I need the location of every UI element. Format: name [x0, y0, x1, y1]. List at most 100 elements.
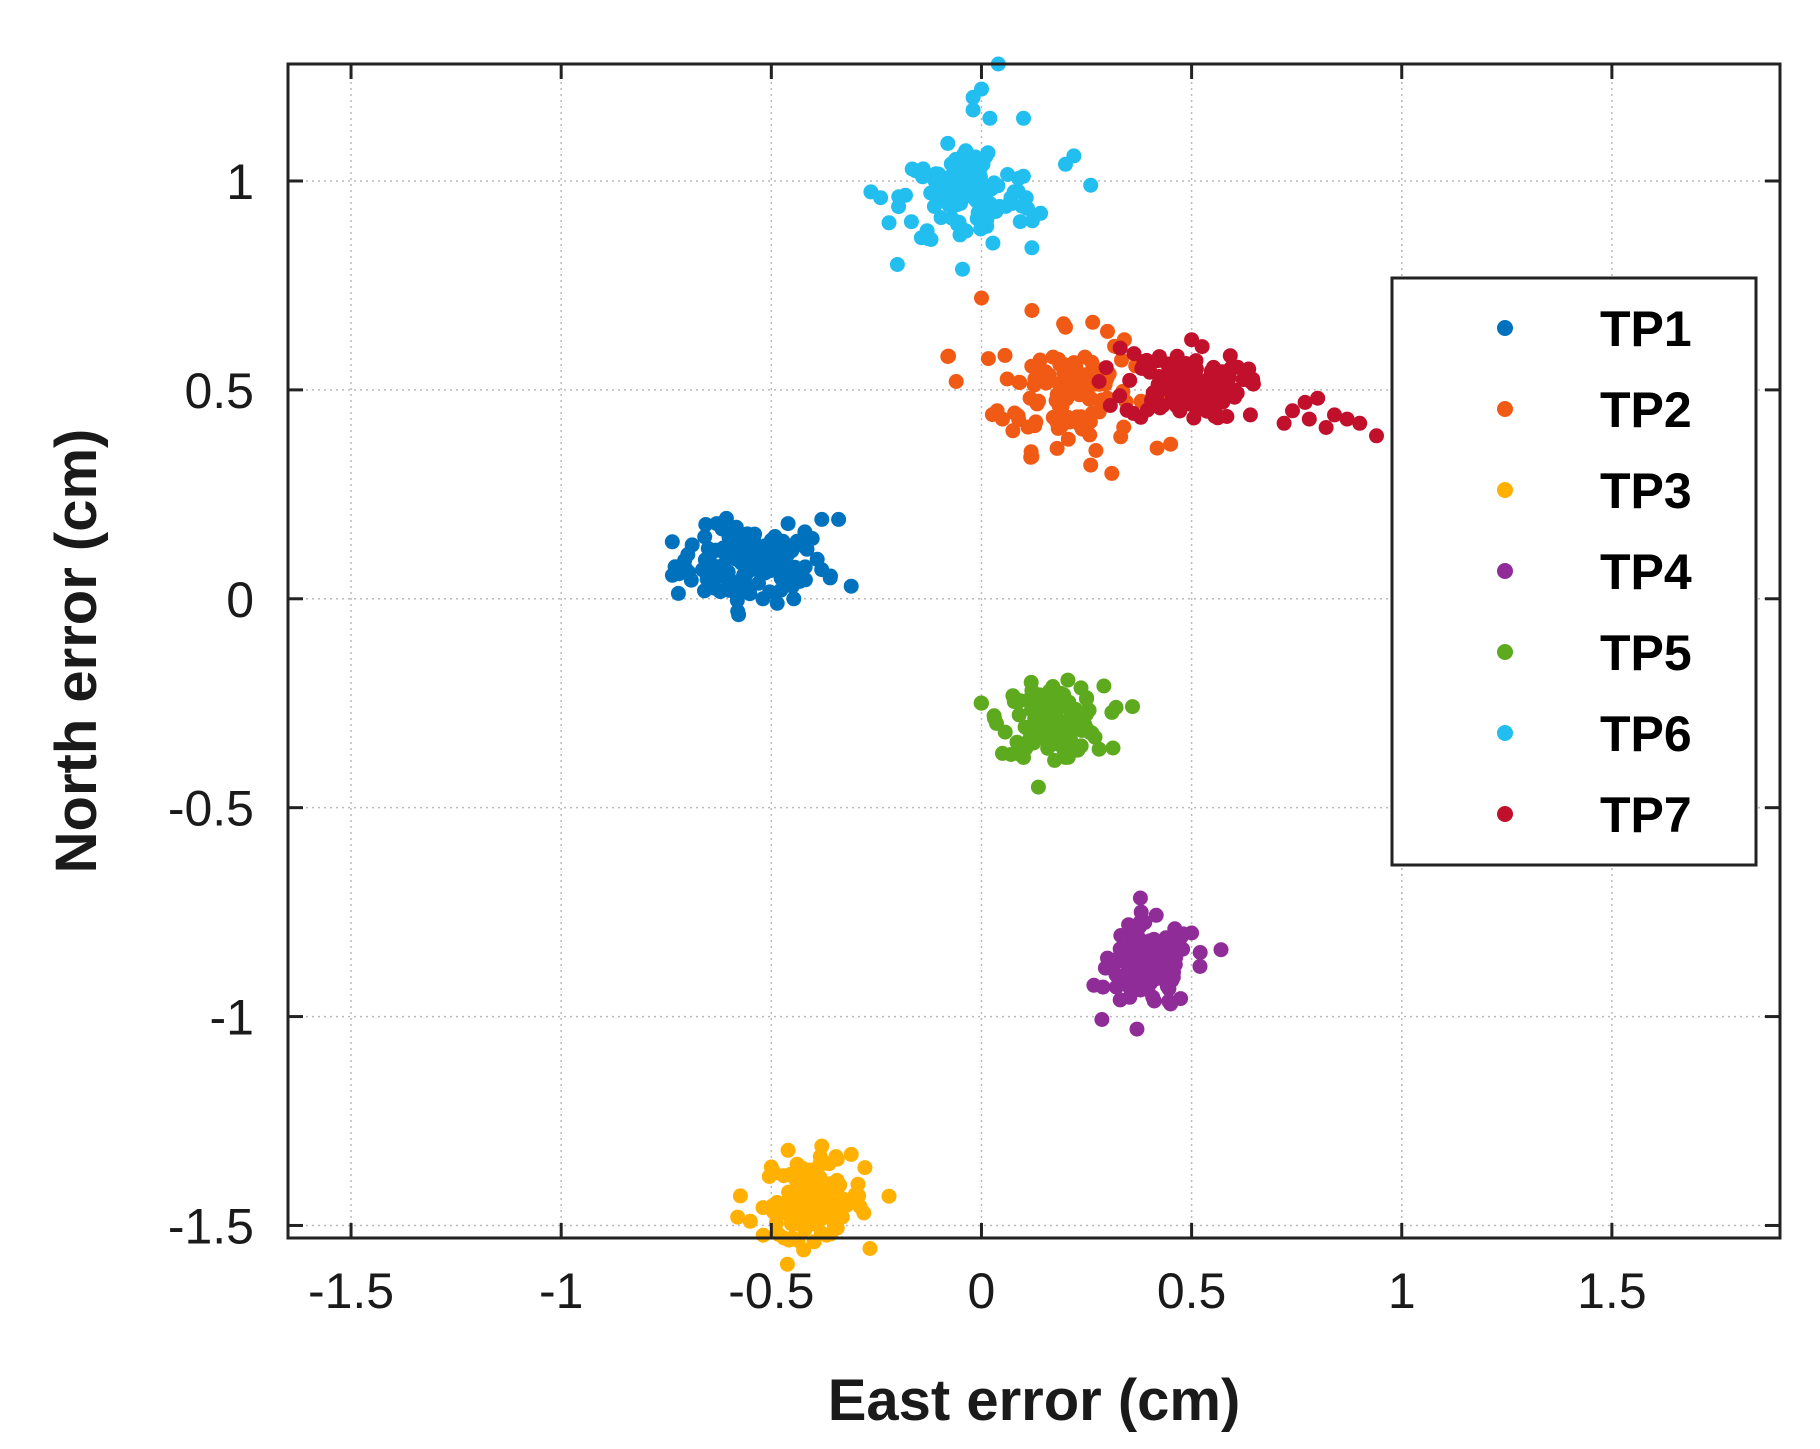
tp6-point	[943, 190, 959, 206]
tp3-point	[836, 1191, 852, 1207]
tp6-point	[1024, 240, 1040, 256]
tp5-point	[1058, 750, 1073, 765]
tp4-point	[1113, 928, 1129, 943]
tp4-point	[1122, 962, 1138, 978]
tp6-point	[974, 81, 989, 97]
tp5-point	[1016, 750, 1031, 765]
tp7-point	[1222, 348, 1238, 364]
tp6-point	[975, 156, 991, 172]
tp2-point	[1029, 396, 1045, 412]
tp6-point	[1083, 177, 1099, 193]
tp3-point	[797, 1222, 813, 1238]
tp7-point	[1112, 388, 1128, 404]
legend-label: TP5	[1600, 625, 1692, 681]
tp1-point	[763, 532, 779, 548]
tp1-point	[683, 572, 699, 588]
tp7-point	[1339, 411, 1355, 427]
tp6-point	[881, 215, 897, 231]
tp3-point	[823, 1201, 838, 1217]
tp2-point	[1032, 360, 1047, 375]
legend-label: TP3	[1600, 463, 1692, 519]
tp5-point	[997, 724, 1013, 740]
legend-marker	[1497, 320, 1513, 336]
tp4-point	[1133, 904, 1149, 920]
legend-marker	[1497, 401, 1513, 417]
tp4-point	[1100, 950, 1115, 966]
tp5-point	[1011, 707, 1027, 723]
tp7-point	[1230, 359, 1246, 375]
tp7-point	[1150, 353, 1166, 369]
tp3-point	[843, 1146, 859, 1162]
tp1-point	[700, 561, 716, 577]
tp3-point	[797, 1179, 813, 1195]
tp3-point	[796, 1242, 812, 1258]
tp7-point	[1112, 340, 1128, 356]
tp6-point	[940, 135, 956, 151]
tp2-point	[1012, 375, 1028, 390]
tp3-point	[765, 1204, 781, 1220]
tp5-point	[1082, 725, 1098, 741]
tp7-point	[1205, 403, 1221, 419]
y-axis-label: North error (cm)	[44, 429, 109, 874]
tp4-point	[1128, 933, 1144, 949]
legend-marker	[1497, 482, 1513, 498]
tp2-point	[940, 349, 956, 364]
legend-item-tp1: TP1	[1497, 301, 1692, 357]
tp4-point	[1132, 890, 1148, 906]
tp2-point	[1052, 357, 1068, 373]
tp7-point	[1098, 360, 1114, 376]
tp4-point	[1161, 981, 1177, 997]
tp6-point	[963, 181, 978, 197]
tp6-point	[1011, 170, 1027, 186]
tp1-point	[772, 562, 788, 577]
tp4-point	[1213, 942, 1229, 958]
tp4-point	[1112, 992, 1128, 1008]
tp3-point	[814, 1138, 830, 1154]
tp3-point	[809, 1173, 825, 1189]
tp5-point	[1030, 779, 1046, 795]
tp6-point	[973, 221, 989, 237]
tp3-point	[763, 1159, 779, 1175]
tp3-point	[862, 1241, 878, 1256]
tp1-point	[843, 578, 859, 594]
tp4-point	[1108, 979, 1124, 995]
tp6-point	[947, 160, 963, 176]
tp2-point	[997, 347, 1013, 363]
tp5-point	[1060, 672, 1076, 688]
tp4-point	[1146, 931, 1162, 947]
tp2-point	[1083, 457, 1099, 473]
x-tick-label: 0	[968, 1263, 996, 1319]
tp6-point	[944, 210, 960, 226]
tp2-point	[1049, 440, 1065, 456]
tp1-point	[720, 564, 736, 580]
tp6-point	[1016, 110, 1031, 126]
legend-box	[1390, 276, 1758, 867]
tp6-point	[955, 261, 970, 277]
tp3-point	[851, 1188, 867, 1204]
tp5-point	[1040, 740, 1056, 756]
tp7-point	[1327, 407, 1342, 423]
y-tick-label: -0.5	[168, 781, 254, 837]
tp4-point	[1146, 993, 1162, 1009]
tp7-point	[1186, 410, 1202, 426]
tp1-point	[697, 529, 713, 545]
tp3-point	[799, 1199, 815, 1215]
legend-item-tp5: TP5	[1497, 625, 1692, 681]
tp6-point	[889, 257, 905, 272]
tp6-point	[1014, 198, 1030, 214]
tp5-point	[1091, 741, 1107, 757]
tp1-point	[784, 578, 800, 594]
tp7-point	[1276, 415, 1292, 431]
tp1-point	[822, 570, 838, 586]
tp6-point	[985, 235, 1001, 251]
tp7-point	[1242, 374, 1258, 389]
tp6-point	[1033, 205, 1049, 221]
tp2-point	[1072, 379, 1088, 395]
y-tick-label: 1	[226, 154, 254, 210]
legend-label: TP4	[1600, 544, 1692, 600]
tp5-point	[974, 695, 989, 711]
tp7-point	[1226, 382, 1242, 398]
tp3-point	[755, 1227, 771, 1243]
tp2-point	[1024, 303, 1040, 318]
tp5-point	[1021, 732, 1037, 748]
